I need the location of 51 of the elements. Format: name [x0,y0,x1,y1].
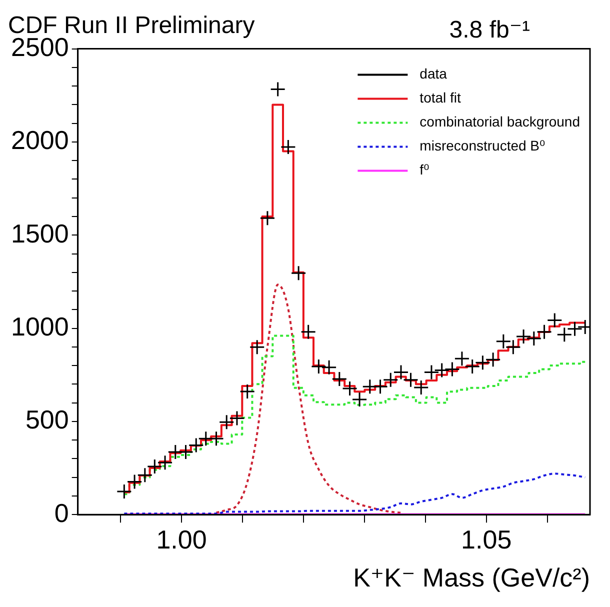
point [126,474,142,490]
point [260,210,276,226]
point [536,324,552,340]
x-axis-title: K⁺K⁻ Mass (GeV/c²) [353,562,590,593]
point [218,414,234,430]
point [240,384,256,400]
point [516,328,532,344]
legend-label: combinatorial background [420,114,580,130]
point [444,362,460,378]
point [188,438,204,454]
x-tick-label: 1.05 [461,524,512,554]
point [116,484,132,500]
point [300,324,316,340]
point [208,430,224,446]
line-series [123,472,586,515]
point [178,444,194,460]
point [157,454,173,470]
point [280,139,296,155]
point [332,371,348,387]
y-tick-label: 2000 [10,125,69,156]
point [526,330,542,346]
legend-label: data [420,66,448,82]
point [290,265,306,281]
y-tick-label: 1500 [10,218,69,248]
y-tick-label: 1000 [10,311,69,342]
text: 3.8 fb⁻¹ [449,16,530,44]
point [229,410,245,426]
point [310,358,326,374]
x-tick-label: 1.00 [156,524,207,554]
point [372,378,388,394]
legend-label: misreconstructed B⁰ [420,138,546,154]
point [146,458,162,474]
y-tick-label: 0 [54,498,69,528]
point [434,362,450,378]
point [382,372,398,388]
point [342,380,358,396]
point [567,321,583,337]
point [249,339,265,355]
point [546,312,562,328]
point [137,467,153,483]
line-series [215,284,402,514]
legend-label: f⁰ [420,162,430,178]
point [424,364,440,380]
point [474,354,490,370]
point [270,81,286,97]
point [556,326,572,342]
y-tick-label: 500 [25,404,69,435]
point [321,360,337,376]
point [485,352,501,368]
point [352,392,368,408]
legend-label: total fit [420,90,462,106]
